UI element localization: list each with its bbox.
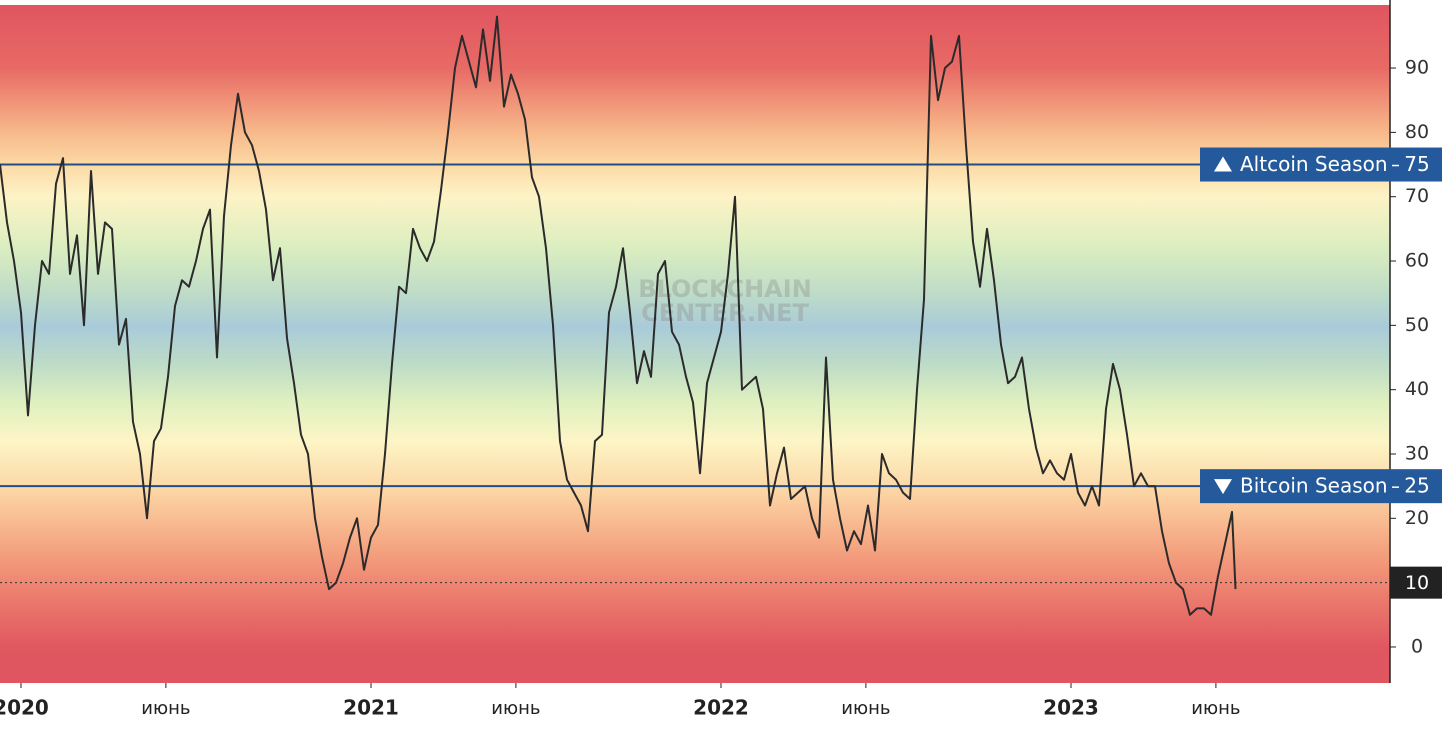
x-tick-label: июнь [491, 698, 540, 719]
reference-tag-arrow [1214, 156, 1232, 172]
x-tick-label: июнь [1191, 698, 1240, 719]
y-tick-label: 60 [1405, 250, 1429, 272]
reference-tag-arrow [1214, 479, 1232, 495]
x-tick-label: июнь [141, 698, 190, 719]
reference-tag-box [1200, 469, 1442, 504]
current-value-tag: 10 [1390, 566, 1442, 599]
x-tick-label: 2023 [1043, 696, 1099, 720]
reference-tag-box [1200, 147, 1442, 182]
y-tick-label: 20 [1405, 507, 1429, 529]
y-tick-label: 80 [1405, 121, 1429, 143]
reference-tag-value: 25 [1404, 474, 1429, 498]
current-value-label: 10 [1405, 572, 1429, 594]
y-tick-label: 70 [1405, 185, 1429, 207]
x-tick-label: 2022 [693, 696, 749, 720]
reference-tag: Bitcoin Season 25 [1200, 469, 1442, 504]
index-line [0, 15, 1237, 616]
plot [0, 15, 1390, 616]
reference-tag: Altcoin Season 75 [1200, 147, 1442, 182]
y-tick-label: 30 [1405, 442, 1429, 464]
plot-background [0, 5, 1390, 683]
x-tick-label: июнь [841, 698, 890, 719]
y-tick-label: 0 [1411, 635, 1423, 657]
current-value-box [1390, 566, 1442, 599]
y-tick-label: 40 [1405, 378, 1429, 400]
x-tick-label: 2021 [343, 696, 399, 720]
reference-tag-label: Bitcoin Season [1240, 474, 1388, 498]
y-tick-label: 90 [1405, 57, 1429, 79]
y-tick-label: 50 [1405, 314, 1429, 336]
x-tick-label: 2020 [0, 696, 49, 720]
reference-tag-label: Altcoin Season [1240, 152, 1388, 176]
reference-tag-value: 75 [1404, 152, 1429, 176]
